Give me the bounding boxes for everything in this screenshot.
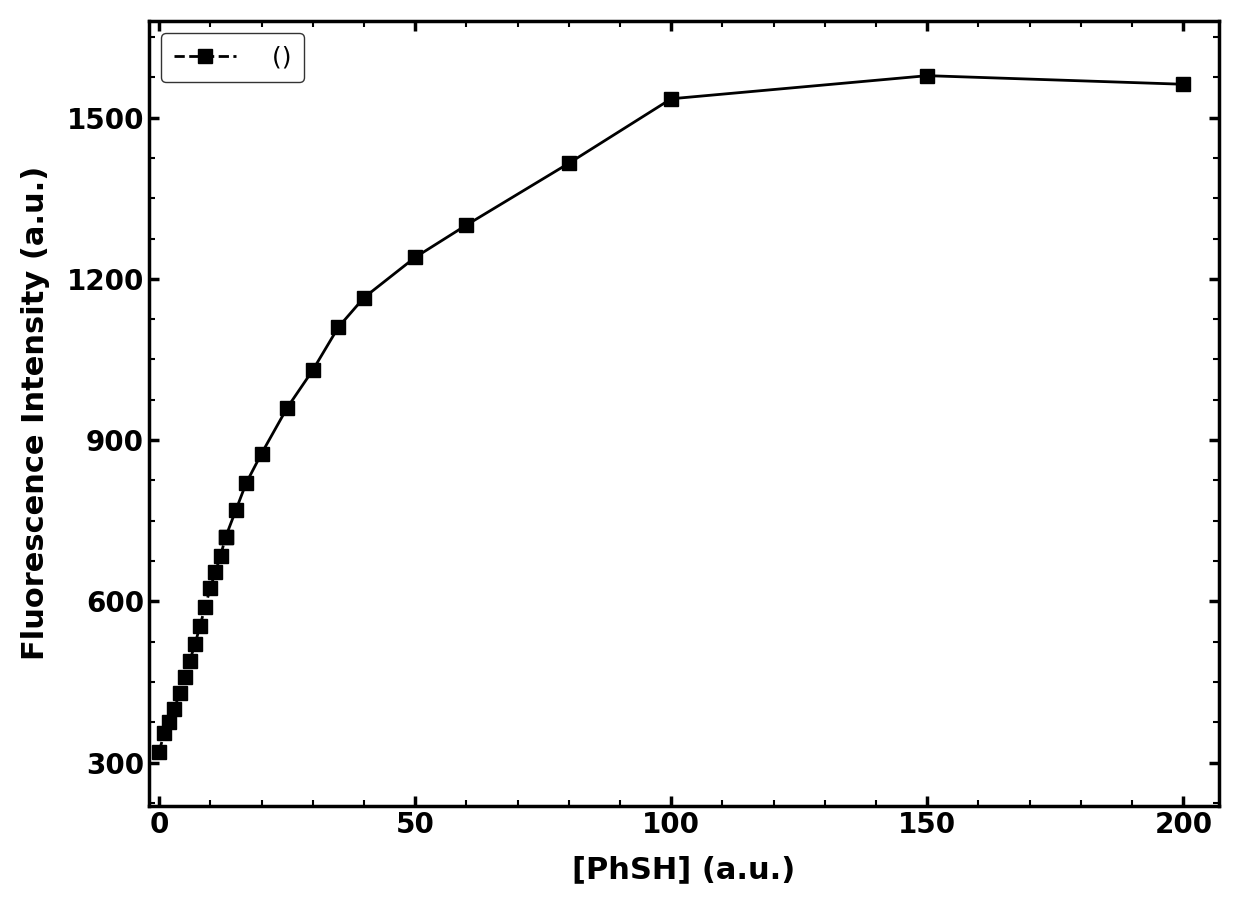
X-axis label: [PhSH] (a.u.): [PhSH] (a.u.) xyxy=(573,855,796,884)
Legend:   (): () xyxy=(161,33,304,82)
Y-axis label: Fluorescence Intensity (a.u.): Fluorescence Intensity (a.u.) xyxy=(21,167,50,661)
